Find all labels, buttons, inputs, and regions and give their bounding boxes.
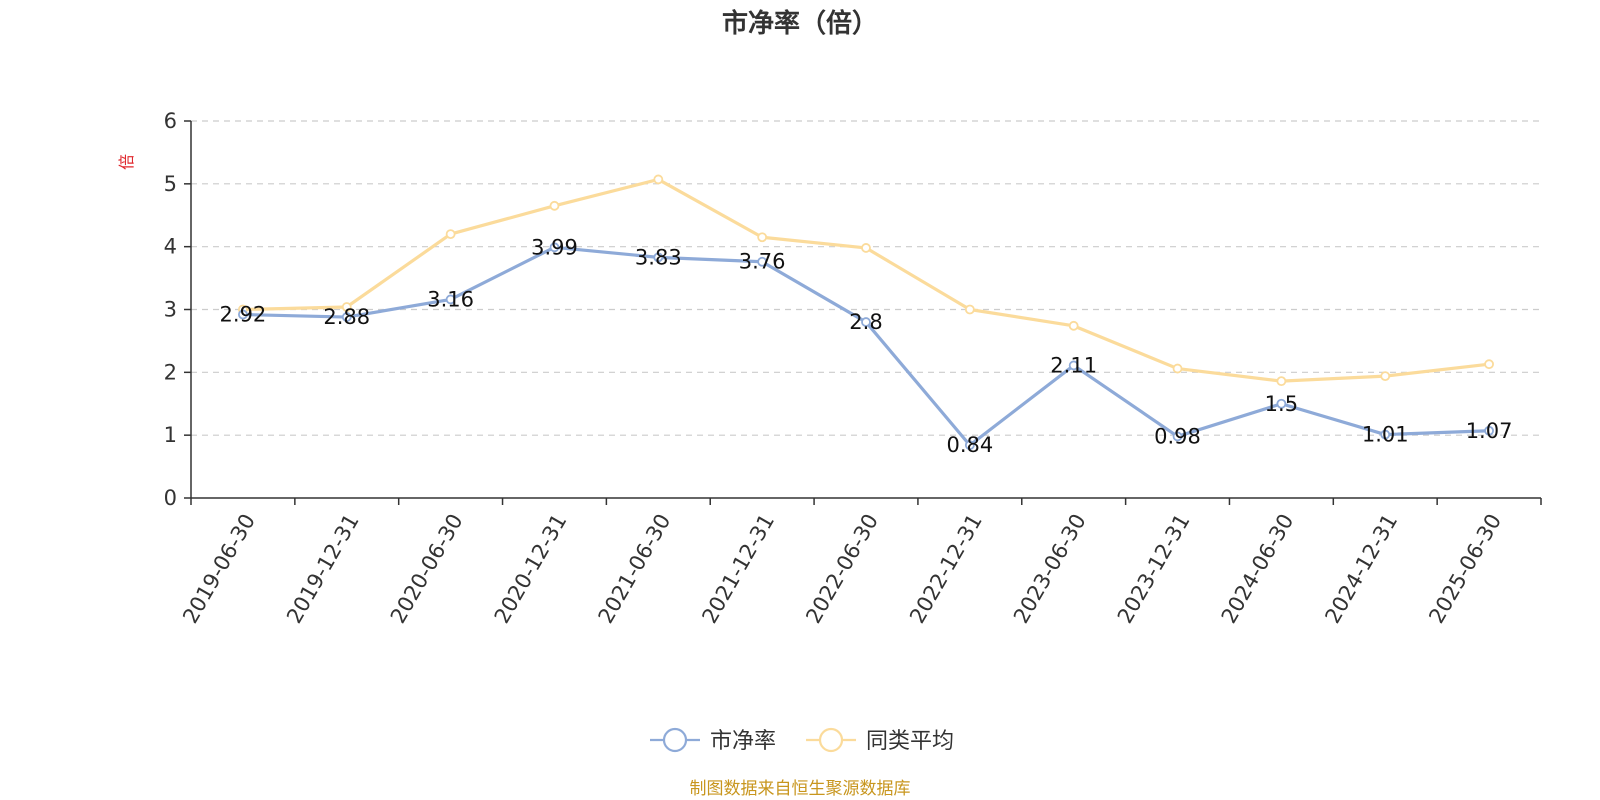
data-point[interactable] — [1172, 363, 1183, 374]
data-label: 1.07 — [1466, 419, 1513, 443]
x-tick-label: 2025-06-30 — [1424, 510, 1506, 628]
data-label: 2.8 — [849, 310, 882, 334]
data-point[interactable] — [1068, 360, 1079, 371]
x-tick-label: 2024-12-31 — [1320, 510, 1402, 628]
axes: 0 1 2 3 4 5 6 2019-06-30 2019-12-31 2020-06-30 202… — [164, 109, 1542, 628]
data-point[interactable] — [341, 312, 352, 322]
data-point[interactable] — [1380, 429, 1391, 440]
data-point[interactable] — [549, 242, 560, 253]
x-tick-label: 2021-06-30 — [594, 510, 676, 628]
series-line-0 — [242, 245, 1490, 447]
data-point[interactable] — [238, 309, 248, 320]
data-label: 1.01 — [1362, 423, 1409, 447]
y-tick-label: 5 — [164, 172, 177, 196]
x-tick-label: 2023-06-30 — [1009, 510, 1091, 628]
data-point[interactable] — [964, 304, 975, 315]
legend-marker — [662, 727, 688, 753]
data-point[interactable] — [757, 256, 768, 267]
data-label: 0.84 — [946, 433, 993, 457]
data-label: 3.16 — [427, 287, 474, 311]
data-label: 2.11 — [1050, 353, 1097, 377]
data-point[interactable] — [757, 232, 768, 243]
data-point[interactable] — [861, 243, 871, 253]
legend-marker — [818, 727, 844, 753]
y-tick-label: 2 — [164, 360, 177, 384]
chart-title: 市净率（倍） — [722, 8, 878, 39]
data-point[interactable] — [861, 317, 871, 327]
y-tick-label: 0 — [164, 486, 177, 510]
source-note: 制图数据来自恒生聚源数据库 — [690, 779, 911, 799]
data-label: 0.98 — [1154, 424, 1201, 448]
data-point[interactable] — [653, 252, 664, 263]
y-tick-label: 4 — [164, 235, 177, 259]
series-line-1 — [242, 177, 1490, 383]
x-tick-label: 2020-12-31 — [490, 510, 572, 628]
data-point[interactable] — [1276, 398, 1287, 409]
grid-lines — [191, 120, 1541, 436]
y-axis-unit-label: 倍 — [117, 154, 136, 170]
series-layer — [238, 174, 1494, 451]
data-label: 3.83 — [635, 245, 682, 269]
data-labels: 2.92 2.88 3.16 3.99 3.83 3.76 2.8 0.84 2.11 0.98 1… — [220, 235, 1513, 457]
x-tick-label: 2019-12-31 — [282, 510, 364, 628]
data-point[interactable] — [341, 302, 352, 312]
legend-label: 市净率 — [710, 729, 776, 754]
y-tick-label: 3 — [164, 298, 177, 322]
legend-item-1[interactable]: 同类平均 — [806, 727, 954, 754]
data-point[interactable] — [445, 294, 456, 305]
data-point[interactable] — [1484, 359, 1494, 370]
data-label: 2.88 — [323, 305, 370, 329]
legend[interactable]: 市净率 同类平均 — [650, 727, 954, 754]
data-point[interactable] — [549, 200, 560, 211]
x-tick-label: 2020-06-30 — [386, 510, 468, 628]
x-tick-label: 2023-12-31 — [1113, 510, 1195, 628]
x-tick-label: 2022-06-30 — [801, 510, 883, 628]
data-point[interactable] — [964, 440, 975, 451]
data-point[interactable] — [1068, 320, 1079, 331]
data-label: 3.99 — [531, 235, 578, 259]
x-tick-label: 2019-06-30 — [178, 510, 260, 628]
x-tick-label: 2024-06-30 — [1217, 510, 1299, 628]
data-point[interactable] — [653, 174, 664, 185]
data-point[interactable] — [445, 229, 456, 240]
data-label: 1.5 — [1265, 392, 1298, 416]
data-point[interactable] — [1172, 431, 1183, 442]
data-point[interactable] — [1380, 371, 1391, 382]
legend-label: 同类平均 — [866, 729, 954, 754]
data-label: 3.76 — [739, 250, 786, 274]
x-tick-label: 2021-12-31 — [697, 510, 779, 628]
y-tick-label: 1 — [164, 423, 177, 447]
x-tick-label: 2022-12-31 — [905, 510, 987, 628]
data-label: 2.92 — [220, 303, 267, 327]
y-tick-label: 6 — [164, 109, 177, 133]
data-point[interactable] — [1484, 425, 1494, 436]
data-point[interactable] — [1276, 376, 1287, 387]
legend-item-0[interactable]: 市净率 — [650, 727, 776, 754]
